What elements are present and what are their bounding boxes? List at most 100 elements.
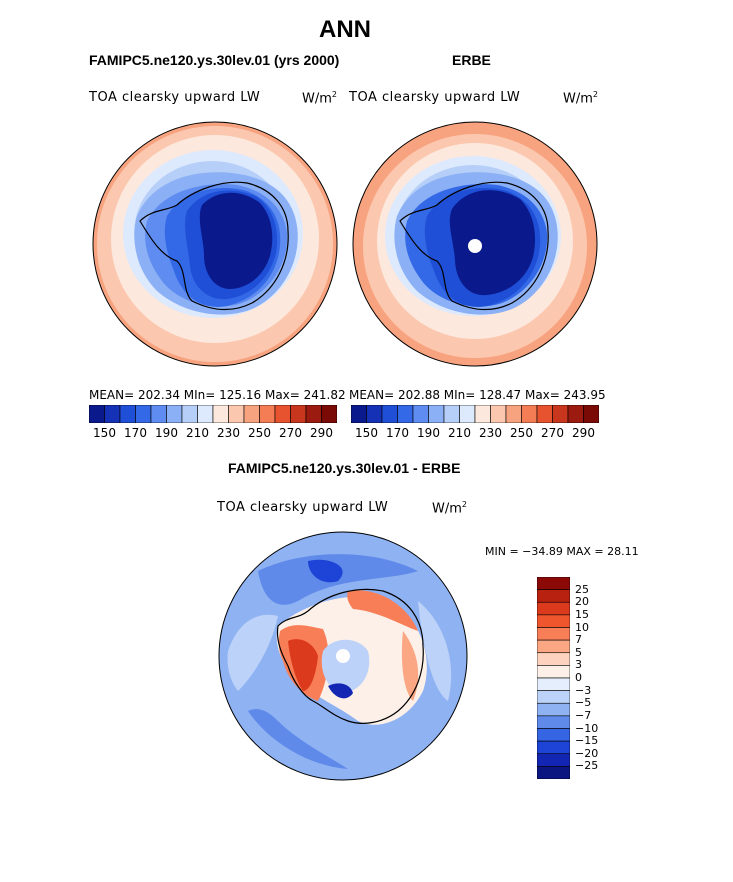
colorbar-left-label: 150 [93, 426, 116, 440]
colorbar-difference-swatch [537, 589, 570, 603]
colorbar-difference-swatch [537, 652, 570, 666]
colorbar-difference-label: 3 [575, 658, 582, 672]
colorbar-difference-label: −20 [575, 746, 599, 760]
colorbar-right-swatch [505, 405, 522, 423]
colorbar-right-label: 250 [510, 426, 533, 440]
colorbar-difference-label: 25 [575, 582, 589, 596]
colorbar-difference-swatch [537, 715, 570, 729]
colorbar-difference-labels: 25 20 15 10 7 5 3 0 −3 −5 −7 −10 −15 −20 −25 [575, 577, 635, 779]
colorbar-difference-swatch [537, 766, 570, 779]
colorbar-right-labels: 150 170 190 210 230 250 270 290 [351, 426, 599, 442]
colorbar-left-swatch [243, 405, 260, 423]
colorbar-difference-swatch [537, 639, 570, 654]
colorbar-left-swatch [150, 405, 167, 423]
colorbar-right-label: 230 [479, 426, 502, 440]
panel-right-field-label: TOA clearsky upward LW [349, 90, 521, 105]
colorbar-difference-label: 10 [575, 620, 589, 634]
colorbar-difference-label: 20 [575, 595, 589, 609]
colorbar-left-label: 190 [155, 426, 178, 440]
panel-left-stats: MEAN= 202.34 MIn= 125.16 Max= 241.82 [89, 388, 346, 402]
colorbar-left-labels: 150 170 190 210 230 250 270 290 [89, 426, 337, 442]
colorbar-left-swatch [119, 405, 136, 423]
panel-right-stats: MEAN= 202.88 MIn= 128.47 Max= 243.95 [349, 388, 606, 402]
colorbar-left-swatch [135, 405, 152, 423]
colorbar-right-swatch [474, 405, 491, 423]
colorbar-left [89, 405, 337, 423]
colorbar-right-swatch [490, 405, 507, 423]
colorbar-difference-swatch [537, 753, 570, 767]
colorbar-left-swatch [181, 405, 198, 423]
colorbar-difference-swatch [537, 665, 570, 679]
colorbar-right-swatch [583, 405, 599, 423]
map-difference [218, 531, 468, 781]
colorbar-left-label: 230 [217, 426, 240, 440]
colorbar-difference [537, 577, 570, 779]
colorbar-difference-swatch [537, 702, 570, 717]
colorbar-right-label: 290 [572, 426, 595, 440]
colorbar-difference-swatch [537, 627, 570, 641]
colorbar-right-swatch [459, 405, 476, 423]
colorbar-left-swatch [274, 405, 291, 423]
colorbar-right-swatch [521, 405, 538, 423]
colorbar-right-swatch [567, 405, 584, 423]
colorbar-difference-swatch [537, 677, 570, 691]
colorbar-difference-label: −5 [575, 696, 592, 710]
colorbar-right-swatch [366, 405, 383, 423]
diff-minmax: MIN = −34.89 MAX = 28.11 [485, 545, 639, 558]
colorbar-left-label: 290 [310, 426, 333, 440]
panel-left-units: W/m2 [302, 90, 337, 107]
diff-field-label: TOA clearsky upward LW [217, 500, 389, 515]
colorbar-left-swatch [212, 405, 229, 423]
colorbar-difference-label: −15 [575, 734, 599, 748]
colorbar-right-label: 170 [386, 426, 409, 440]
colorbar-difference-swatch [537, 577, 570, 590]
colorbar-difference-swatch [537, 728, 570, 742]
diff-title: FAMIPC5.ne120.ys.30lev.01 - ERBE [228, 460, 461, 476]
colorbar-left-label: 170 [124, 426, 147, 440]
colorbar-right-swatch [351, 405, 367, 423]
colorbar-right-swatch [397, 405, 414, 423]
colorbar-left-swatch [197, 405, 214, 423]
colorbar-left-swatch [321, 405, 337, 423]
colorbar-difference-label: 15 [575, 607, 589, 621]
colorbar-right-swatch [552, 405, 569, 423]
colorbar-difference-label: −10 [575, 721, 599, 735]
colorbar-difference-label: −3 [575, 683, 592, 697]
colorbar-right-label: 270 [541, 426, 564, 440]
colorbar-difference-swatch [537, 740, 570, 755]
colorbar-difference-label: −7 [575, 708, 592, 722]
colorbar-difference-label: −25 [575, 759, 599, 773]
colorbar-difference-swatch [537, 614, 570, 628]
colorbar-difference-label: 7 [575, 633, 582, 647]
colorbar-right-label: 210 [448, 426, 471, 440]
diff-units: W/m2 [432, 500, 467, 517]
colorbar-left-swatch [89, 405, 105, 423]
colorbar-left-swatch [228, 405, 245, 423]
colorbar-right-swatch [443, 405, 460, 423]
panel-right-units: W/m2 [563, 90, 598, 107]
colorbar-difference-swatch [537, 690, 570, 704]
colorbar-right-swatch [536, 405, 553, 423]
colorbar-right-swatch [381, 405, 398, 423]
colorbar-left-swatch [259, 405, 276, 423]
colorbar-left-label: 250 [248, 426, 271, 440]
colorbar-left-swatch [305, 405, 322, 423]
colorbar-left-swatch [104, 405, 121, 423]
panel-right-title: ERBE [452, 52, 491, 68]
colorbar-difference-label: 5 [575, 645, 582, 659]
map-right [352, 121, 598, 367]
colorbar-right-label: 190 [417, 426, 440, 440]
colorbar-left-swatch [166, 405, 183, 423]
colorbar-left-swatch [290, 405, 307, 423]
colorbar-right-swatch [412, 405, 429, 423]
panel-left-title: FAMIPC5.ne120.ys.30lev.01 (yrs 2000) [89, 52, 340, 68]
panel-left-field-label: TOA clearsky upward LW [89, 90, 261, 105]
colorbar-left-label: 210 [186, 426, 209, 440]
colorbar-right-swatch [428, 405, 445, 423]
main-title: ANN [319, 16, 371, 43]
colorbar-right-label: 150 [355, 426, 378, 440]
colorbar-difference-swatch [537, 601, 570, 616]
colorbar-right [351, 405, 599, 423]
colorbar-difference-label: 0 [575, 671, 582, 684]
map-left [92, 121, 338, 367]
